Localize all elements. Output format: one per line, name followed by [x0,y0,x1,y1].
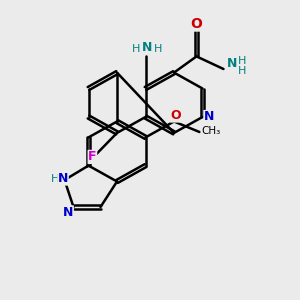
Text: N: N [58,172,68,185]
Text: F: F [88,150,97,164]
Text: CH₃: CH₃ [201,126,220,136]
Text: N: N [204,110,214,124]
Text: O: O [190,17,202,31]
Text: N: N [63,206,73,219]
Text: O: O [170,109,181,122]
Text: H: H [132,44,141,54]
Text: N: N [142,40,152,54]
Text: H: H [238,66,246,76]
Text: H: H [238,56,246,66]
Text: H: H [51,173,60,184]
Text: H: H [154,44,162,54]
Text: N: N [227,57,237,70]
